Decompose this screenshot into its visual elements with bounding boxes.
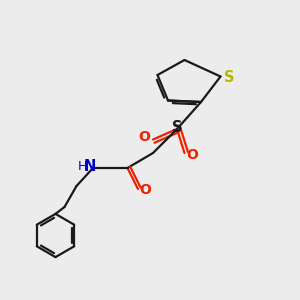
- Text: H: H: [78, 160, 87, 173]
- Text: N: N: [84, 159, 96, 174]
- Text: S: S: [172, 120, 182, 135]
- Text: O: O: [139, 130, 151, 144]
- Text: O: O: [186, 148, 198, 162]
- Text: O: O: [140, 184, 152, 197]
- Text: S: S: [224, 70, 234, 86]
